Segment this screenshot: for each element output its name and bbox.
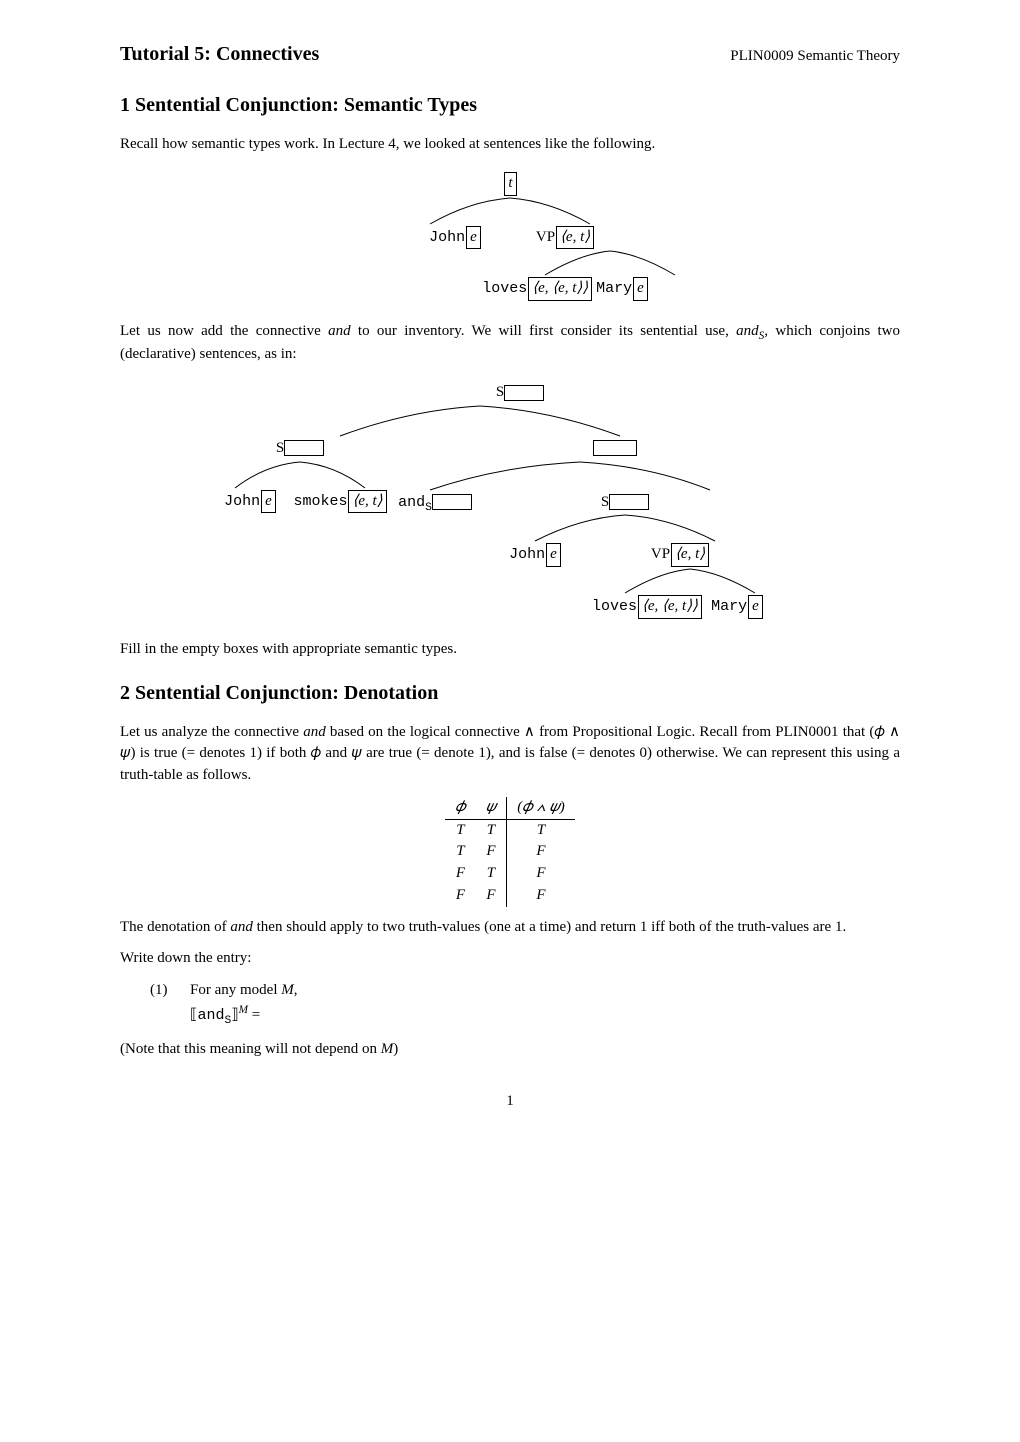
section-2-p4: (Note that this meaning will not depend … — [120, 1039, 900, 1061]
tree2-branch-vp — [590, 567, 790, 595]
section-2-p2: The denotation of and then should apply … — [120, 917, 900, 939]
tree2-john-right-type: e — [546, 543, 561, 567]
tree1-root-type: t — [504, 172, 516, 196]
entry-1-line2: ⟦andS⟧M = — [190, 1002, 298, 1029]
tree2-ands-emptybox — [432, 494, 472, 510]
section-1-heading: 1 Sentential Conjunction: Semantic Types — [120, 91, 900, 120]
tree2-left-s-emptybox — [284, 440, 324, 456]
tree2-conjbar-emptybox — [593, 440, 637, 456]
truth-table: 𝜙 𝜓 (𝜙 ∧ 𝜓) TTT TFF FTF FFF — [445, 797, 575, 907]
tree2-right-s-emptybox — [609, 494, 649, 510]
truth-table-body: TTT TFF FTF FFF — [445, 819, 575, 907]
tt-h2: 𝜓 — [476, 797, 507, 819]
tree2-ands: andS — [398, 494, 432, 511]
entry-1-body: For any model M, ⟦andS⟧M = — [190, 980, 298, 1029]
tree1-vp-type: ⟨e, t⟩ — [556, 226, 594, 250]
tree2-branch-conjbar — [390, 460, 770, 492]
tree1-mary: Mary — [596, 280, 632, 297]
tree2-mary-type: e — [748, 595, 763, 619]
tree2-branch-right-s — [495, 513, 755, 543]
header-row: Tutorial 5: Connectives PLIN0009 Semanti… — [120, 40, 900, 69]
tree1-loves: loves — [482, 280, 527, 297]
tree1-vp: VP — [536, 229, 555, 245]
tree2-branch-left-s — [210, 460, 390, 490]
tree1-branch-vp — [510, 249, 710, 277]
tree1-branch-root — [400, 196, 620, 226]
entry-1-line1-pre: For any model — [190, 982, 281, 998]
section-2-p1: Let us analyze the connective and based … — [120, 722, 900, 787]
course-code: PLIN0009 Semantic Theory — [730, 46, 900, 68]
tree1-john-type: e — [466, 226, 481, 250]
section-2-p3: Write down the entry: — [120, 948, 900, 970]
tree2-right-s: S — [601, 494, 609, 510]
tree2-john-left-type: e — [261, 490, 276, 514]
tree2-john-right: John — [509, 546, 545, 563]
tree-2: S S Johne — [120, 382, 900, 619]
tree2-loves: loves — [592, 598, 637, 615]
entry-1-M: M — [281, 982, 294, 998]
page-title: Tutorial 5: Connectives — [120, 40, 319, 69]
section-1-p3: Fill in the empty boxes with appropriate… — [120, 639, 900, 661]
tree2-mary: Mary — [711, 598, 747, 615]
tree1-loves-type: ⟨e, ⟨e, t⟩⟩ — [528, 277, 592, 301]
tree2-root-emptybox — [504, 385, 544, 401]
tree2-vp-type: ⟨e, t⟩ — [671, 543, 709, 567]
entry-1: (1) For any model M, ⟦andS⟧M = — [150, 980, 900, 1029]
tree2-vp: VP — [651, 546, 670, 562]
section-2-heading: 2 Sentential Conjunction: Denotation — [120, 679, 900, 708]
tree2-smokes: smokes — [293, 493, 347, 510]
tree2-branch-root — [310, 404, 670, 438]
tree2-left-s: S — [276, 440, 284, 456]
tree2-root-s: S — [496, 384, 504, 400]
section-1-p1: Recall how semantic types work. In Lectu… — [120, 134, 900, 156]
tree2-john-left: John — [224, 493, 260, 510]
tt-h1: 𝜙 — [445, 797, 476, 819]
tree1-mary-type: e — [633, 277, 648, 301]
page-number: 1 — [120, 1091, 900, 1113]
tree2-smokes-type: ⟨e, t⟩ — [348, 490, 386, 514]
tree-1: t Johne VP⟨e, t⟩ — [120, 172, 900, 301]
tree1-john: John — [429, 229, 465, 246]
section-1-p2: Let us now add the connective and to our… — [120, 321, 900, 366]
tt-h3: (𝜙 ∧ 𝜓) — [507, 797, 575, 819]
tree2-loves-type: ⟨e, ⟨e, t⟩⟩ — [638, 595, 702, 619]
entry-1-num: (1) — [150, 980, 190, 1029]
